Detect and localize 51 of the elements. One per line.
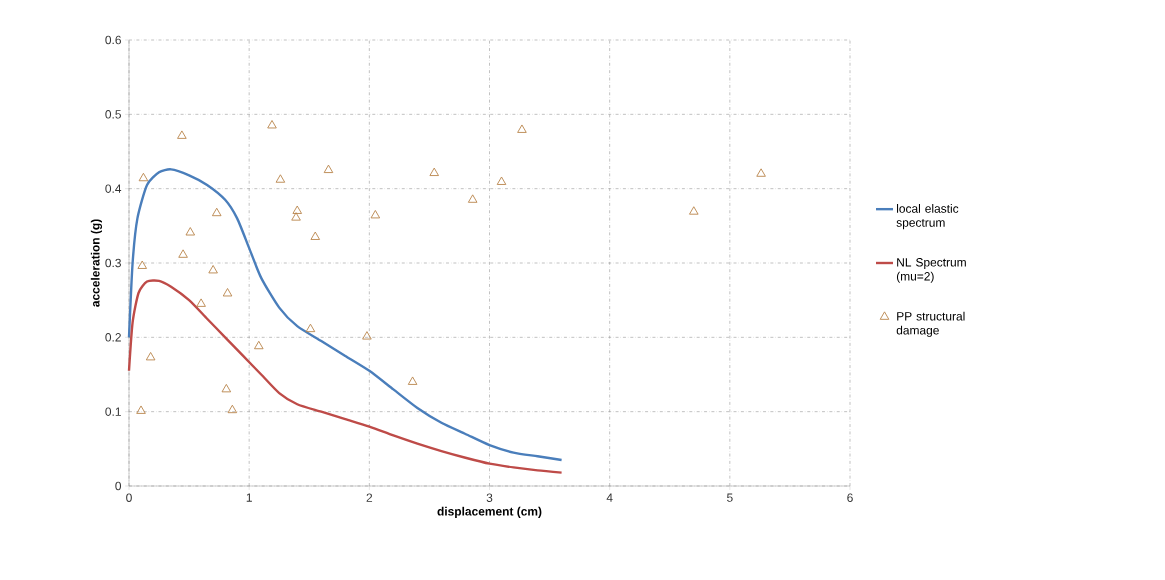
point — [275, 174, 286, 183]
point — [310, 231, 321, 240]
point — [305, 323, 316, 333]
point — [138, 172, 149, 182]
y-tick-label: 0.6 — [105, 35, 121, 45]
point — [227, 404, 238, 414]
point — [407, 376, 418, 385]
point — [496, 176, 507, 185]
point — [323, 164, 334, 174]
x-tick-label: 0 — [126, 493, 132, 502]
point — [429, 167, 439, 176]
point — [267, 120, 277, 129]
point — [221, 383, 232, 393]
x-axis-title: displacement (cm) — [437, 506, 542, 518]
x-tick-label: 1 — [246, 493, 252, 502]
point — [145, 351, 156, 361]
y-tick-label: 0.1 — [105, 407, 121, 416]
point — [137, 260, 147, 269]
point — [208, 265, 218, 274]
point — [177, 130, 187, 139]
legend-label: NL Spectrum (mu=2) — [896, 258, 966, 283]
x-tick-label: 4 — [606, 493, 613, 502]
y-tick-label: 0.2 — [105, 333, 121, 342]
point — [362, 331, 372, 340]
y-tick-label: 0.4 — [105, 184, 122, 193]
point — [370, 210, 381, 219]
legend-label: local elastic spectrum — [896, 204, 959, 230]
point — [467, 194, 478, 203]
y-axis-title: acceleration (g) — [90, 219, 103, 307]
x-tick-label: 5 — [727, 493, 733, 502]
y-tick-label: 0 — [115, 481, 122, 491]
point — [136, 405, 146, 414]
line-series — [127, 168, 563, 462]
x-tick-label: 2 — [366, 493, 373, 502]
point — [756, 168, 766, 177]
point — [291, 212, 301, 221]
x-tick-label: 6 — [847, 493, 853, 502]
point — [196, 298, 206, 307]
line-series — [127, 279, 563, 474]
legend-label: PP structural damage — [896, 311, 965, 337]
point — [178, 249, 188, 258]
point — [292, 205, 302, 214]
point — [517, 124, 527, 133]
point — [185, 227, 196, 236]
point — [689, 206, 699, 215]
y-tick-label: 0.5 — [105, 110, 121, 119]
point — [254, 340, 264, 350]
point — [222, 288, 233, 297]
point — [211, 207, 222, 217]
x-tick-label: 3 — [486, 493, 493, 502]
y-tick-label: 0.3 — [105, 258, 121, 268]
